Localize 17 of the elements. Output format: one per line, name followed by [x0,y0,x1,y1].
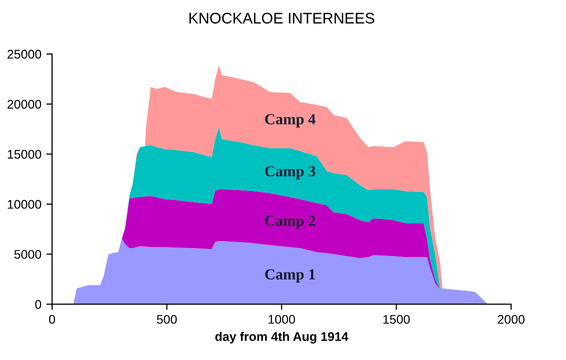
y-tick-label: 20000 [8,100,42,109]
x-tick-label: 500 [156,314,177,324]
series-label: Camp 4 [265,114,316,128]
x-tick-label: 1000 [268,314,295,324]
y-tick-label: 10000 [8,200,42,209]
series-label: Camp 1 [265,269,315,283]
x-tick-label: 0 [49,314,56,324]
y-tick-label: 5000 [14,250,42,259]
y-tick-label: 25000 [8,50,42,59]
series-label: Camp 3 [265,166,316,180]
chart-title: KNOCKALOE INTERNEES [189,12,374,24]
y-tick-label: 0 [35,300,42,309]
x-tick-label: 1500 [383,314,410,324]
series-label: Camp 2 [265,216,316,230]
x-tick-label: 2000 [498,314,525,324]
x-axis-title: day from 4th Aug 1914 [215,332,348,344]
y-tick-label: 15000 [8,150,42,159]
